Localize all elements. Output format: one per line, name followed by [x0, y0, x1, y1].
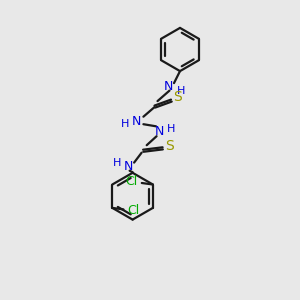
- Text: S: S: [173, 90, 182, 104]
- Text: N: N: [132, 115, 141, 128]
- Text: N: N: [163, 80, 173, 93]
- Text: Cl: Cl: [126, 175, 138, 188]
- Text: H: H: [113, 158, 121, 168]
- Text: N: N: [123, 160, 133, 173]
- Text: H: H: [121, 118, 130, 129]
- Text: Cl: Cl: [127, 204, 140, 217]
- Text: N: N: [155, 125, 164, 138]
- Text: S: S: [165, 139, 174, 153]
- Text: H: H: [177, 86, 186, 97]
- Text: H: H: [167, 124, 175, 134]
